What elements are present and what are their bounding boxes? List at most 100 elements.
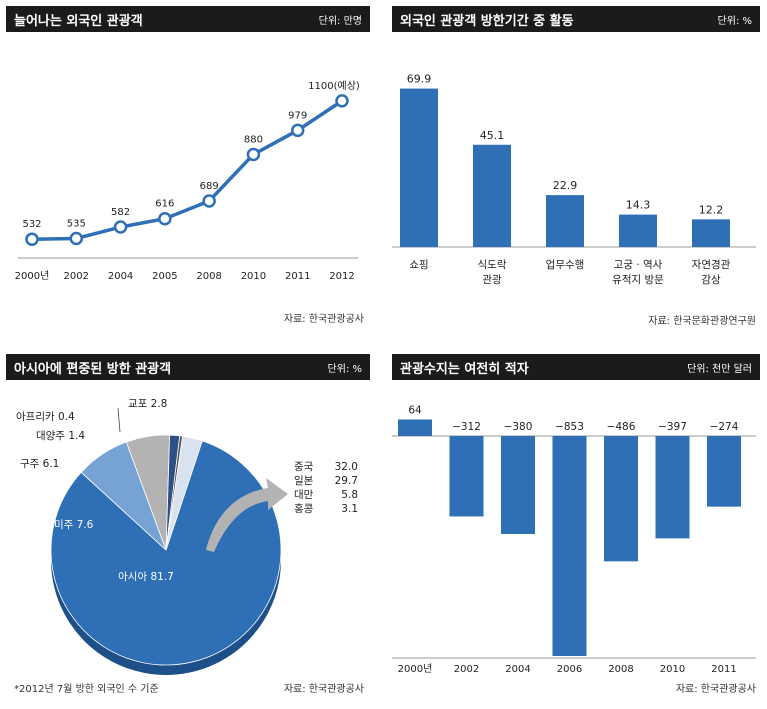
point-2011 [290,123,305,138]
region-header: 아시아에 편중된 방한 관광객 단위: % [6,354,370,380]
category-label-쇼핑-0: 쇼핑 [409,259,428,271]
value-label-쇼핑: 69.9 [407,73,432,86]
x-tick-2006: 2006 [557,664,582,675]
activities-source: 자료: 한국문화관광연구원 [648,316,756,327]
bar-자연경관 감상 [692,219,730,247]
slice-label-미주: 미주 7.6 [54,519,94,531]
leader-line-교포 [117,407,121,433]
x-tick-2002: 2002 [454,664,479,675]
value-label-업무수행: 22.9 [553,179,578,192]
category-label-식도락 관광-0: 식도락 [478,259,507,271]
breakdown-value-대만: 5.8 [341,489,358,501]
x-tick-2002: 2002 [64,271,89,282]
region-source: 자료: 한국관광공사 [283,684,364,695]
breakdown-label-홍콩: 홍콩 [294,502,314,515]
breakdown-value-일본: 29.7 [335,475,358,487]
category-label-자연경관 감상-1: 감상 [701,274,721,286]
category-label-식도락 관광-1: 관광 [482,274,502,286]
visitors-unit: 단위: 만명 [318,16,362,27]
visitors-title: 늘어나는 외국인 관광객 [14,14,143,29]
value-label-2008: 689 [200,181,219,192]
visitors-line-panel: 늘어나는 외국인 관광객 단위: 만명 532 2000년 535 2002 582 20… [6,6,370,326]
category-label-고궁·역사 유적지 방문-0: 고궁 · 역사 [614,259,663,271]
activities-title: 외국인 관광객 방한기간 중 활동 [400,14,574,29]
value-label-자연경관 감상: 12.2 [699,203,724,216]
x-tick-2010: 2010 [241,271,266,282]
value-label-2002: −312 [452,421,481,433]
value-label-2010: 880 [244,134,263,145]
point-2005 [158,211,172,226]
x-tick-2012: 2012 [329,271,354,282]
value-label-2005: 616 [155,199,174,210]
slice-label-구주: 구주 6.1 [20,458,59,470]
visitors-source: 자료: 한국관광공사 [283,314,364,325]
region-pie-panel: 아시아에 편중된 방한 관광객 단위: % 아시아 81.7 미주 7.6 구주 6… [6,354,370,704]
value-label-2006: −853 [555,421,584,433]
point-2002 [69,231,84,246]
value-label-식도락 관광: 45.1 [480,129,505,142]
value-label-2004: −380 [504,421,533,433]
bar-식도락 관광 [473,144,511,247]
region-note: *2012년 7월 방한 외국인 수 기준 [14,684,159,695]
slice-label-아시아: 아시아 81.7 [118,571,174,583]
activities-header: 외국인 관광객 방한기간 중 활동 단위: % [392,6,760,32]
bar-쇼핑 [400,88,438,247]
bar-고궁·역사 유적지 방문 [619,214,657,247]
bar-2002 [449,436,484,517]
balance-source: 자료: 한국관광공사 [675,684,756,695]
x-tick-2008: 2008 [196,271,221,282]
x-tick-2011: 2011 [711,664,736,675]
bar-2006 [552,436,587,656]
x-tick-2000년: 2000년 [398,663,433,675]
value-label-2010: −397 [658,421,687,433]
point-2012 [335,94,349,108]
breakdown-label-일본: 일본 [294,474,314,487]
region-title: 아시아에 편중된 방한 관광객 [14,362,172,377]
x-tick-2008: 2008 [608,664,633,675]
point-2010 [246,147,261,162]
activities-unit: 단위: % [717,16,752,27]
slice-label-대양주: 대양주 1.4 [36,430,85,442]
x-tick-2011: 2011 [285,271,310,282]
value-label-2011: −274 [710,421,739,433]
bar-2004 [501,436,535,535]
category-label-업무수행-0: 업무수행 [546,258,585,271]
slice-label-아프리카: 아프리카 0.4 [16,411,75,423]
balance-unit: 단위: 천만 달러 [687,364,752,375]
series-line [31,99,343,241]
breakdown-value-중국: 32.0 [335,461,358,473]
x-tick-2004: 2004 [108,271,133,282]
bar-2010 [655,436,690,539]
breakdown-label-대만: 대만 [294,489,314,501]
x-tick-2000년: 2000년 [15,270,50,282]
balance-header: 관광수지는 여전히 적자 단위: 천만 달러 [392,354,760,380]
category-label-자연경관 감상-0: 자연경관 [692,258,731,271]
bar-2000년 [398,419,432,436]
visitors-header: 늘어나는 외국인 관광객 단위: 만명 [6,6,370,32]
point-2008 [202,194,216,208]
balance-bar-panel: 관광수지는 여전히 적자 단위: 천만 달러 64 2000년 −312 2002 −3… [392,354,760,704]
value-label-고궁·역사 유적지 방문: 14.3 [626,199,651,212]
visitors-line-chart: 532 2000년 535 2002 582 2004 616 2005 689 2008 880 2… [15,80,360,282]
x-tick-2010: 2010 [660,664,685,675]
region-unit: 단위: % [327,364,362,375]
slice-label-교포: 교포 2.8 [128,398,167,410]
region-pie-chart: 아시아 81.7 미주 7.6 구주 6.1 대양주 1.4 아프리카 0.4 교포 2.… [16,398,358,675]
value-label-2011: 979 [288,110,307,121]
slice-교포 [165,435,203,551]
bar-2011 [707,436,741,507]
value-label-2000년: 532 [22,219,41,230]
value-label-2008: −486 [607,421,636,433]
point-2000년 [25,232,39,246]
category-label-고궁·역사 유적지 방문-1: 유적지 방문 [612,274,664,286]
value-label-2004: 582 [111,207,130,218]
balance-title: 관광수지는 여전히 적자 [400,362,529,377]
bar-업무수행 [546,195,584,247]
value-label-2000년: 64 [408,404,422,416]
breakdown-label-중국: 중국 [294,461,314,473]
value-label-2012: 1100(예상) [308,80,360,92]
point-2004 [113,220,128,234]
breakdown-value-홍콩: 3.1 [341,503,358,515]
